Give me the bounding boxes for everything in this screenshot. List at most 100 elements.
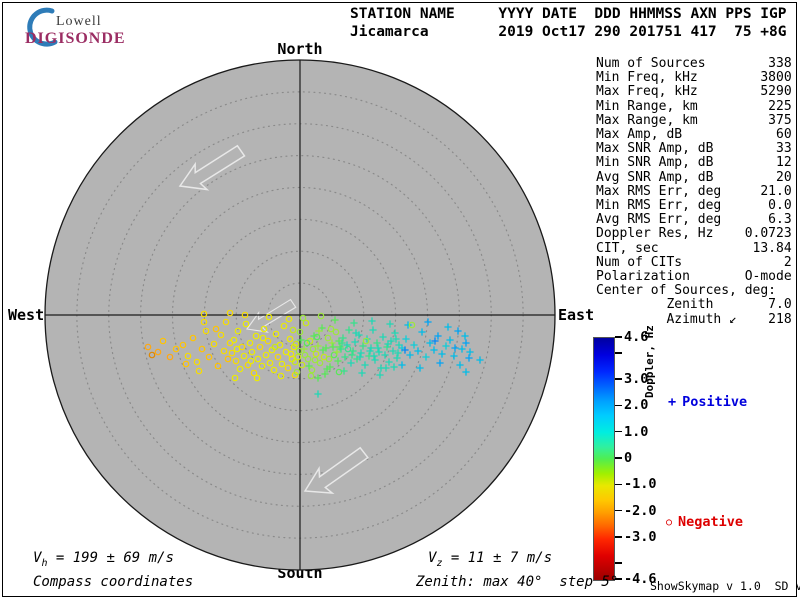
source-point-negative [200,310,208,318]
source-point-negative [408,321,416,329]
source-point-negative [231,374,239,382]
source-point-negative [271,343,279,351]
source-point-negative [246,339,254,347]
source-point-positive [462,339,470,347]
source-point-negative [303,339,311,347]
source-point-negative [287,350,295,358]
colorbar-tick-label: 4.6 [624,329,649,345]
source-point-negative [254,355,262,363]
colorbar-tick [615,578,622,580]
colorbar-tick-label: 0 [624,450,633,466]
source-point-positive [461,332,469,340]
drift-arrow-icon-3 [303,446,369,495]
source-point-positive [391,329,399,337]
header-columns-row: STATION NAME YYYY DATE DDD HHMMSS AXN PP… [350,6,787,22]
source-point-negative [217,331,225,339]
source-point-positive [339,334,347,342]
source-point-positive [379,333,387,341]
source-point-positive [381,351,389,359]
source-point-positive [358,369,366,377]
source-point-negative [298,361,306,369]
source-point-positive [374,344,382,352]
source-point-positive [369,326,377,334]
source-point-positive [368,317,376,325]
source-point-positive [394,349,402,357]
source-point-negative [335,368,343,376]
source-point-negative [291,358,299,366]
source-point-negative [285,315,293,323]
source-point-positive [465,354,473,362]
source-point-negative [292,340,300,348]
crescent-icon [27,7,58,47]
source-point-negative [182,360,190,368]
colorbar-tick [615,378,622,380]
source-point-negative [241,311,249,319]
source-point-positive [416,364,424,372]
source-point-negative [144,343,152,351]
source-point-positive [347,359,355,367]
colorbar-tick-label: -2.0 [624,502,657,519]
source-point-positive [454,327,462,335]
source-point-positive [392,335,400,343]
source-point-negative [278,360,286,368]
source-point-positive [466,348,474,356]
source-point-negative [277,372,285,380]
source-point-positive [314,342,322,350]
source-point-negative [258,362,266,370]
source-point-positive [462,368,470,376]
source-point-positive [305,362,313,370]
source-point-negative [240,352,248,360]
source-point-positive [393,354,401,362]
source-point-positive [389,347,397,355]
source-point-negative [313,333,321,341]
source-point-positive [334,357,342,365]
source-point-negative [316,359,324,367]
source-point-negative [220,347,228,355]
legend-negative: ○ Negative [666,514,743,530]
source-point-negative [332,328,340,336]
source-point-negative [284,364,292,372]
source-point-positive [402,335,410,343]
source-point-negative [265,313,273,321]
source-point-negative [262,351,270,359]
source-point-negative [195,367,203,375]
source-point-negative [233,345,241,353]
source-point-positive [424,318,432,326]
source-point-negative [324,334,332,342]
source-point-negative [289,326,297,334]
source-point-positive [410,341,418,349]
source-point-positive [431,337,439,345]
source-point-negative [344,345,352,353]
source-point-negative [210,340,218,348]
vertical-velocity-value: Vz = 11 ± 7 m/s [428,550,553,569]
software-version: ShowSkymap v 1.0 SD v 4.2 [650,579,800,593]
lowell-digisonde-logo: Lowell DIGISONDE [8,6,148,50]
source-point-positive [451,344,459,352]
compass-label-east: East [558,306,595,324]
source-point-negative [259,334,267,342]
source-point-negative [224,355,232,363]
colorbar-tick [615,536,622,538]
source-point-negative [309,345,317,353]
source-point-positive [456,361,464,369]
source-point-negative [325,355,333,363]
source-point-positive [348,351,356,359]
colorbar-tick [615,483,622,486]
source-point-negative [228,349,236,357]
source-point-negative [260,325,268,333]
source-point-negative [294,353,302,361]
source-point-positive [343,341,351,349]
source-point-negative [272,330,280,338]
source-point-positive [331,316,339,324]
station-header: STATION NAME YYYY DATE DDD HHMMSS AXN PP… [350,5,796,41]
source-point-positive [375,348,383,356]
source-point-negative [200,318,208,326]
source-point-positive [401,346,409,354]
source-point-positive [476,356,484,364]
source-point-negative [247,357,255,365]
source-point-positive [321,370,329,378]
source-point-negative [264,337,272,345]
